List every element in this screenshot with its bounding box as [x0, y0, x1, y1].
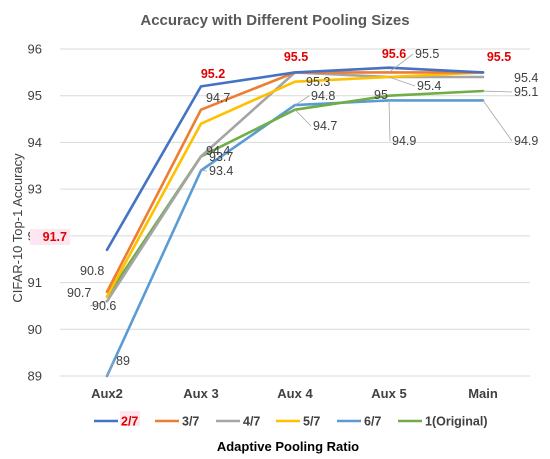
gridlines: [60, 48, 530, 377]
legend-label: 3/7: [182, 415, 199, 429]
x-tick-label: Aux 3: [183, 386, 218, 401]
data-label: 91.7: [43, 230, 67, 244]
data-label: 95.5: [284, 50, 308, 64]
label-leader-line: [294, 109, 312, 127]
label-leader-line: [388, 76, 416, 87]
legend-label: 1(Original): [425, 415, 488, 429]
y-axis-ticks: 8990919293949596: [28, 42, 42, 384]
data-label: 93.7: [209, 150, 233, 164]
data-label: 90.7: [67, 286, 91, 300]
legend-label: 4/7: [243, 415, 260, 429]
data-label: 95.1: [514, 85, 538, 99]
y-tick-label: 96: [28, 42, 42, 57]
y-axis-label: CIFAR-10 Top-1 Accuracy: [10, 153, 25, 303]
x-tick-label: Aux2: [91, 386, 123, 401]
data-label: 95.5: [487, 50, 511, 64]
data-label: 90.8: [80, 264, 104, 278]
label-leader-line: [294, 95, 310, 106]
data-label: 94.9: [514, 134, 538, 148]
data-labels: 91.7 95.2 95.5 95.6 95.5 90.8 90.790.6 89 94.7 94…: [30, 47, 538, 368]
data-label: 95.3: [306, 75, 330, 89]
chart-title: Accuracy with Different Pooling Sizes: [140, 12, 409, 29]
y-tick-label: 95: [28, 88, 42, 103]
label-leader-line: [388, 100, 391, 142]
y-tick-label: 90: [28, 322, 42, 337]
data-label: 95.2: [201, 67, 225, 81]
data-label: 94.7: [313, 119, 337, 133]
data-label: 94.8: [311, 89, 335, 103]
label-leader-line: [388, 53, 414, 73]
legend: 2/7 3/7 4/7 5/7 6/7 1(Original): [94, 411, 488, 429]
x-tick-label: Aux 4: [277, 386, 313, 401]
x-axis-ticks: Aux2 Aux 3 Aux 4 Aux 5 Main: [91, 386, 498, 401]
y-tick-label: 94: [28, 135, 42, 150]
series-lines: [105, 66, 485, 378]
label-leader-line: [106, 360, 115, 377]
data-label: 93.4: [209, 164, 233, 178]
legend-label: 5/7: [303, 415, 320, 429]
data-label: 90.6: [92, 299, 116, 313]
y-tick-label: 89: [28, 369, 42, 384]
data-label: 94.7: [206, 91, 230, 105]
series-line: [105, 71, 485, 298]
series-line: [105, 71, 485, 303]
legend-label: 2/7: [121, 415, 138, 429]
data-label: 95.4: [417, 79, 441, 93]
data-label: 94.4: [206, 144, 230, 158]
data-label: 95: [374, 88, 388, 102]
y-tick-label: 93: [28, 182, 42, 197]
data-label: 89: [116, 354, 130, 368]
label-leader-line: [482, 90, 513, 93]
data-label: 95.5: [415, 47, 439, 61]
data-label: 95.4: [514, 71, 538, 85]
x-axis-label: Adaptive Pooling Ratio: [217, 439, 359, 454]
legend-label: 6/7: [364, 415, 381, 429]
legend-highlight-box: [120, 411, 140, 426]
label-leader-line: [200, 170, 208, 172]
y-tick-label: 91: [28, 275, 42, 290]
label-highlight-box: [30, 229, 70, 245]
x-tick-label: Main: [468, 386, 498, 401]
series-line: [105, 66, 485, 252]
series-line: [105, 99, 485, 378]
label-leader-line: [89, 300, 108, 307]
data-label: 95.6: [382, 47, 406, 61]
data-label: 94.9: [392, 134, 416, 148]
x-tick-label: Aux 5: [371, 386, 406, 401]
label-leaders: [89, 53, 513, 377]
label-leader-line: [482, 100, 513, 142]
